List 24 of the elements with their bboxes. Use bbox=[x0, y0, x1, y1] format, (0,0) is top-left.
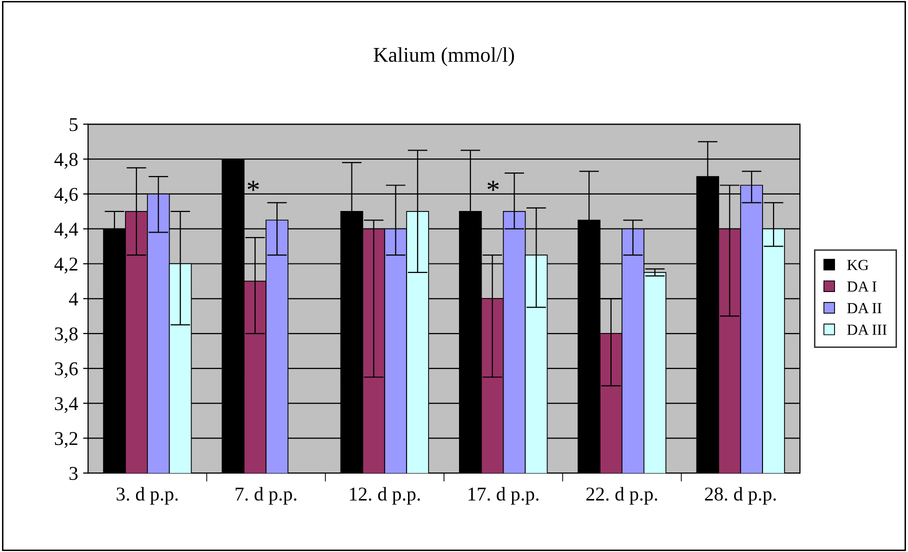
y-tick-label: 4 bbox=[69, 292, 78, 306]
x-tick-label: 3. d p.p. bbox=[116, 486, 178, 505]
y-tick-label: 3,8 bbox=[54, 327, 78, 344]
x-tick-label: 7. d p.p. bbox=[236, 486, 296, 505]
annotation: * bbox=[248, 180, 259, 191]
x-tick-label: 22. d p.p. bbox=[586, 486, 658, 505]
x-tick-label: 12. d p.p. bbox=[350, 486, 420, 505]
legend-label: DA III bbox=[847, 324, 887, 335]
y-tick-label: 4,4 bbox=[54, 222, 78, 239]
y-tick-label: 3 bbox=[70, 466, 78, 480]
y-tick-label: 3,4 bbox=[54, 397, 78, 414]
legend-label: KG bbox=[847, 260, 868, 270]
y-tick-label: 5 bbox=[70, 118, 78, 132]
y-tick-label: 4,8 bbox=[54, 152, 78, 169]
x-tick-label: 17. d p.p. bbox=[468, 486, 539, 505]
y-tick-label: 3,6 bbox=[54, 362, 78, 378]
x-tick-label: 28. d p.p. bbox=[705, 486, 776, 505]
y-tick-label: 4,2 bbox=[54, 258, 78, 274]
y-tick-label: 4,6 bbox=[54, 188, 78, 204]
legend-label: DA II bbox=[847, 303, 882, 314]
legend-label: DA I bbox=[847, 281, 876, 292]
chart-title: Kalium (mmol/l) bbox=[374, 47, 514, 66]
y-tick-label: 3,2 bbox=[54, 432, 78, 448]
annotation: * bbox=[488, 180, 499, 191]
